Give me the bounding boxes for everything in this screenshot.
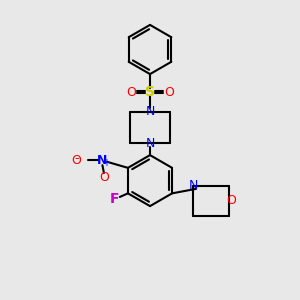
Text: F: F bbox=[110, 192, 119, 206]
Text: O: O bbox=[99, 171, 109, 184]
Text: N: N bbox=[145, 137, 155, 150]
Text: S: S bbox=[145, 85, 155, 99]
Text: N: N bbox=[145, 105, 155, 118]
Text: +: + bbox=[102, 158, 110, 168]
Text: O: O bbox=[226, 194, 236, 207]
Text: O: O bbox=[71, 154, 81, 167]
Text: O: O bbox=[164, 85, 174, 99]
Text: N: N bbox=[97, 154, 108, 167]
Text: O: O bbox=[126, 85, 136, 99]
Text: -: - bbox=[74, 152, 79, 165]
Text: N: N bbox=[188, 179, 198, 192]
